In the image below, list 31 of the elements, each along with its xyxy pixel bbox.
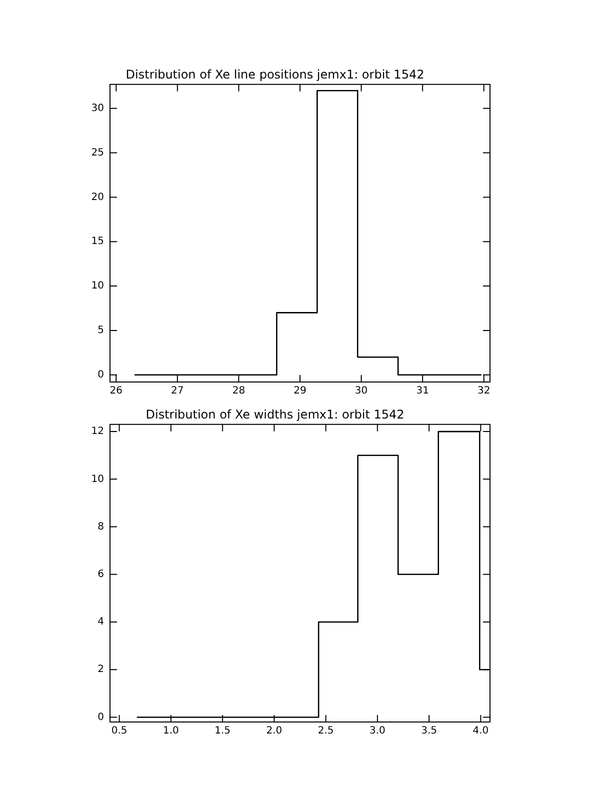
y-tick-label: 2 [98,664,104,676]
y-tick-label: 0 [98,712,104,723]
y-tick-label: 15 [91,236,104,248]
x-tick-label: 3.5 [421,726,438,737]
y-tick-label: 4 [98,616,104,628]
x-tick-label: 32 [478,386,490,397]
chart-title: Distribution of Xe line positions jemx1: orbit 1542 [126,67,424,82]
x-tick-label: 0.5 [111,726,128,737]
y-tick-label: 30 [91,102,104,114]
x-tick-label: 3.0 [369,726,386,737]
y-tick-label: 10 [91,474,104,485]
x-tick-label: 28 [232,386,246,397]
x-tick-label: 26 [110,386,122,397]
x-tick-label: 4.0 [472,726,489,737]
x-tick-label: 31 [416,386,429,397]
y-tick-label: 12 [91,426,104,438]
x-tick-label: 1.0 [162,726,179,737]
y-tick-label: 10 [91,280,104,292]
y-tick-label: 0 [98,369,104,380]
y-tick-label: 25 [91,147,104,158]
x-tick-label: 29 [294,386,306,397]
x-tick-label: 27 [171,386,184,397]
chart-title: Distribution of Xe widths jemx1: orbit 1542 [146,407,404,422]
x-tick-label: 30 [354,386,368,397]
y-tick-label: 20 [91,192,104,203]
y-tick-label: 6 [98,568,104,580]
y-tick-label: 8 [98,521,104,532]
x-tick-label: 2.5 [318,726,334,737]
x-tick-label: 2.0 [266,726,282,737]
y-tick-label: 5 [98,325,104,336]
x-tick-label: 1.5 [214,726,231,737]
